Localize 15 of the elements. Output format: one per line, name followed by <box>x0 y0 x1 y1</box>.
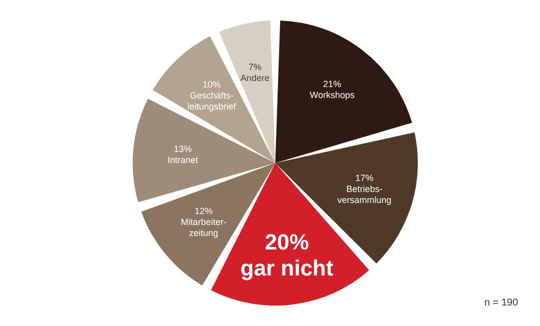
slice-label: Mitarbeiter- zeitung <box>180 217 226 238</box>
data-label: 10% <box>202 79 221 90</box>
slice-label: Intranet <box>168 154 199 165</box>
data-label: 20% <box>264 230 309 255</box>
data-label: 7% <box>248 62 262 72</box>
data-label: 12% <box>194 206 213 216</box>
slice-label: Andere <box>240 72 270 83</box>
slice-label: Workshops <box>310 90 356 100</box>
data-label: 13% <box>174 144 192 154</box>
slice-label: Betriebs- versammlung <box>337 184 392 205</box>
data-label: 17% <box>355 172 374 183</box>
slice-label: gar nicht <box>240 256 334 281</box>
slice-label: Geschäfts- leitungsbrief <box>187 90 236 112</box>
text: n = 190 <box>484 298 518 308</box>
data-label: 21% <box>323 79 342 90</box>
